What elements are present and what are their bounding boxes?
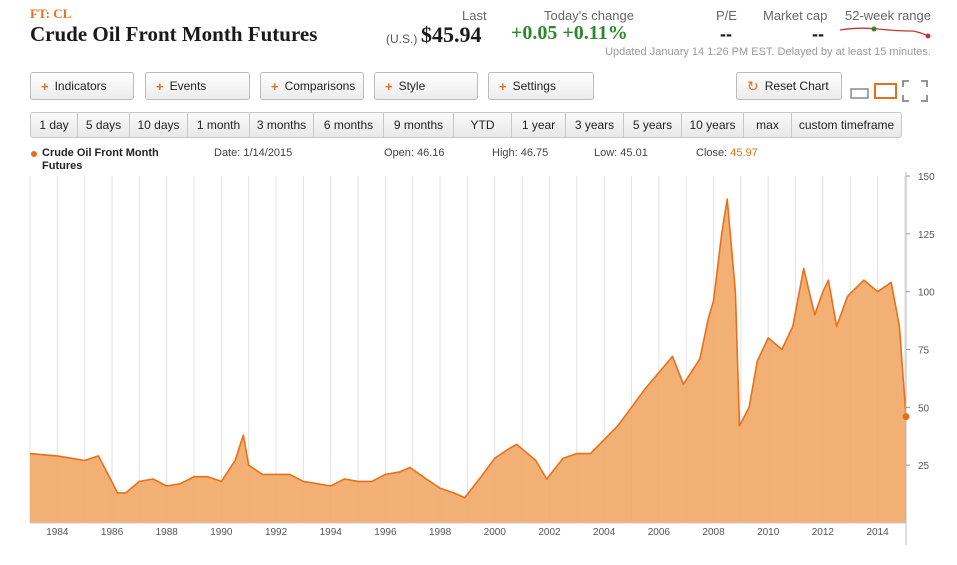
timeframe-5-years[interactable]: 5 years [624, 112, 682, 138]
small-view-icon[interactable] [850, 86, 870, 100]
style-button[interactable]: + Style [374, 72, 478, 100]
info-close-label: Close: [696, 147, 727, 159]
timeframe-1-year[interactable]: 1 year [512, 112, 566, 138]
y-tick-label: 125 [918, 230, 935, 241]
settings-button[interactable]: + Settings [488, 72, 594, 100]
plus-icon: + [41, 79, 49, 94]
x-tick-label: 1988 [156, 527, 179, 538]
market-cap-value: -- [812, 24, 824, 45]
x-tick-label: 2004 [593, 527, 616, 538]
reset-chart-button[interactable]: ↻ Reset Chart [736, 72, 842, 100]
large-view-frame [875, 84, 896, 98]
plus-icon: + [385, 79, 393, 94]
timeframe-3-years[interactable]: 3 years [566, 112, 624, 138]
reset-chart-label: Reset Chart [765, 79, 829, 93]
info-date: Date: 1/14/2015 [214, 147, 292, 159]
y-tick-label: 25 [918, 461, 930, 472]
info-high: High: 46.75 [492, 147, 548, 159]
last-value-marker [903, 413, 910, 420]
timeframe-custom-timeframe[interactable]: custom timeframe [792, 112, 902, 138]
y-tick-label: 100 [918, 288, 935, 299]
x-tick-label: 1994 [320, 527, 343, 538]
x-tick-label: 1990 [210, 527, 233, 538]
x-tick-label: 2014 [866, 527, 889, 538]
plus-icon: + [499, 79, 507, 94]
price-area-chart[interactable]: 25 50 75 100 125 150 1984 1986 1988 1990 1992 1994 1… [0, 168, 957, 565]
info-close: Close: 45.97 [696, 147, 758, 159]
range-sparkline-line [840, 28, 930, 37]
timeframe-6-months[interactable]: 6 months [314, 112, 384, 138]
x-tick-label: 2010 [757, 527, 780, 538]
series-color-dot [31, 151, 37, 157]
x-tick-label: 2006 [648, 527, 671, 538]
x-tick-label: 2002 [538, 527, 561, 538]
comparisons-button[interactable]: + Comparisons [260, 72, 364, 100]
x-tick-label: 1998 [429, 527, 452, 538]
x-tick-label: 1986 [101, 527, 124, 538]
page-title: Crude Oil Front Month Futures [30, 22, 317, 47]
timeframe-1-month[interactable]: 1 month [188, 112, 250, 138]
change-label: Today's change [544, 8, 634, 23]
updated-timestamp: Updated January 14 1:26 PM EST. Delayed … [605, 46, 931, 58]
fullscreen-icon[interactable] [902, 80, 928, 102]
last-price: $45.94 [421, 22, 482, 48]
large-view-icon[interactable] [874, 82, 898, 100]
indicators-button[interactable]: + Indicators [30, 72, 134, 100]
small-view-frame [851, 89, 868, 98]
currency-label: (U.S.) [386, 32, 417, 46]
plus-icon: + [156, 79, 164, 94]
timeframe-10-years[interactable]: 10 years [682, 112, 744, 138]
pe-label: P/E [716, 8, 737, 23]
range-low-marker [926, 34, 931, 39]
x-tick-label: 2012 [812, 527, 835, 538]
timeframe-max[interactable]: max [744, 112, 792, 138]
market-cap-label: Market cap [763, 8, 827, 23]
events-label: Events [170, 79, 207, 93]
timeframe-3-months[interactable]: 3 months [250, 112, 314, 138]
last-label: Last [462, 8, 487, 23]
timeframe-9-months[interactable]: 9 months [384, 112, 454, 138]
x-tick-label: 1996 [374, 527, 397, 538]
comparisons-label: Comparisons [285, 79, 356, 93]
timeframe-ytd[interactable]: YTD [454, 112, 512, 138]
info-open: Open: 46.16 [384, 147, 445, 159]
refresh-icon: ↻ [747, 78, 759, 95]
today-change-value: +0.05 +0.11% [511, 22, 628, 45]
pe-value: -- [720, 24, 732, 45]
style-label: Style [399, 79, 426, 93]
x-tick-label: 1992 [265, 527, 288, 538]
timeframe-5-days[interactable]: 5 days [78, 112, 130, 138]
range-label: 52-week range [845, 8, 931, 23]
info-close-value: 45.97 [730, 147, 758, 159]
x-tick-label: 1984 [46, 527, 69, 538]
ticker-symbol: FT: CL [30, 6, 71, 22]
fullscreen-corners [903, 81, 927, 101]
timeframe-10-days[interactable]: 10 days [130, 112, 188, 138]
52-week-range-sparkline [838, 22, 933, 40]
x-tick-label: 2008 [702, 527, 725, 538]
y-tick-label: 50 [918, 403, 930, 414]
timeframe-bar: 1 day 5 days 10 days 1 month 3 months 6 month… [30, 112, 902, 138]
events-button[interactable]: + Events [145, 72, 250, 100]
range-current-marker [872, 27, 877, 32]
plus-icon: + [271, 79, 279, 94]
info-low: Low: 45.01 [594, 147, 648, 159]
x-tick-label: 2000 [484, 527, 507, 538]
y-tick-label: 150 [918, 172, 935, 183]
indicators-label: Indicators [55, 79, 107, 93]
timeframe-1-day[interactable]: 1 day [30, 112, 78, 138]
settings-label: Settings [513, 79, 556, 93]
y-tick-label: 75 [918, 346, 930, 357]
